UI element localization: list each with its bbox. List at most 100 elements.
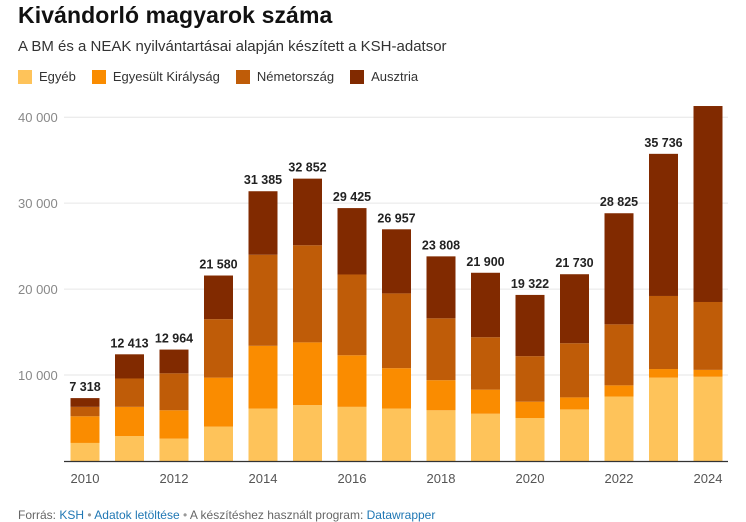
bar-segment xyxy=(426,410,456,461)
bar-segment xyxy=(604,385,634,397)
total-label: 21 580 xyxy=(199,258,237,272)
bar-segment xyxy=(337,406,367,461)
bar-segment xyxy=(248,345,278,409)
x-tick-label: 2016 xyxy=(338,471,367,486)
chart-legend: Egyéb Egyesült Királyság Németország Aus… xyxy=(18,69,434,84)
bar-segment xyxy=(115,354,144,379)
bar-segment xyxy=(604,324,634,386)
legend-swatch-egyeb xyxy=(18,69,32,84)
source-label: Forrás: xyxy=(18,508,57,522)
stacked-bar-chart: 10 000 20 000 30 000 40 000 7 318 12 413 12 96… xyxy=(18,100,728,486)
y-tick-label: 20 000 xyxy=(18,282,58,297)
legend-label-ausztria: Ausztria xyxy=(371,69,419,84)
total-label: 21 730 xyxy=(555,256,593,270)
bar-segment xyxy=(515,401,545,419)
legend-swatch-ausztria xyxy=(350,69,365,84)
legend-item-egyesult-kiralysag: Egyesült Királyság xyxy=(91,69,220,84)
bar-segment xyxy=(649,369,678,378)
bar-segment xyxy=(560,274,589,344)
x-tick-label: 2012 xyxy=(160,471,189,486)
legend-swatch-nemetorszag xyxy=(235,69,250,84)
bar-segment xyxy=(693,106,723,302)
bar-segment xyxy=(471,413,500,461)
bar-segment xyxy=(70,398,100,407)
x-tick-label: 2014 xyxy=(249,471,278,486)
datawrapper-link[interactable]: Datawrapper xyxy=(366,508,436,522)
bar-segment xyxy=(337,355,367,407)
bar-segment xyxy=(70,406,100,417)
y-tick-label: 40 000 xyxy=(18,110,58,125)
bar-segment xyxy=(115,378,144,407)
total-label: 12 413 xyxy=(110,336,148,350)
total-label: 32 852 xyxy=(288,161,326,175)
bar-segment xyxy=(560,409,589,461)
bar-segment xyxy=(115,436,144,461)
x-tick-label: 2020 xyxy=(516,471,545,486)
bar-segment xyxy=(204,275,233,320)
download-data-link[interactable]: Adatok letöltése xyxy=(94,508,180,522)
bar-segment xyxy=(693,376,723,461)
bar-segment xyxy=(382,293,411,369)
bar-segment xyxy=(382,368,411,409)
bar-segment xyxy=(426,318,456,381)
bar-segment xyxy=(70,416,100,443)
tool-label: A készítéshez használt program: xyxy=(189,508,364,522)
footer-separator: • xyxy=(183,508,188,522)
total-label: 41 300 xyxy=(689,100,727,102)
bar-segment xyxy=(382,229,411,294)
total-label: 28 825 xyxy=(600,195,638,209)
bar-segment xyxy=(560,343,589,398)
legend-label-egyesult-kiralysag: Egyesült Királyság xyxy=(112,69,220,84)
bar-segment xyxy=(693,369,723,377)
total-label: 19 322 xyxy=(511,277,549,291)
bar-segment xyxy=(382,408,411,461)
chart-subtitle: A BM és a NEAK nyilvántartásai alapján k… xyxy=(18,38,447,55)
bar-segment xyxy=(159,410,189,439)
bar-segment xyxy=(604,213,634,325)
bar-segment xyxy=(248,254,278,346)
total-label: 7 318 xyxy=(69,380,100,394)
bar-segment xyxy=(248,191,278,255)
x-tick-label: 2024 xyxy=(694,471,723,486)
bar-segment xyxy=(649,295,678,370)
bar-segment xyxy=(515,356,545,402)
chart-title: Kivándorló magyarok száma xyxy=(18,2,333,28)
bar-segment xyxy=(70,442,100,461)
bar-segment xyxy=(159,438,189,461)
legend-item-nemetorszag: Németország xyxy=(235,69,335,84)
total-label: 31 385 xyxy=(244,173,282,187)
x-tick-label: 2018 xyxy=(427,471,456,486)
legend-label-nemetorszag: Németország xyxy=(256,69,335,84)
bar-segment xyxy=(115,406,144,437)
total-label: 23 808 xyxy=(422,238,460,252)
y-tick-label: 10 000 xyxy=(18,368,58,383)
bar-segment xyxy=(649,377,678,461)
footer-separator: • xyxy=(87,508,92,522)
total-label: 26 957 xyxy=(377,211,415,225)
legend-swatch-egyesult-kiralysag xyxy=(91,69,106,84)
total-label: 29 425 xyxy=(333,190,371,204)
bar-segment xyxy=(693,301,723,370)
bar-segment xyxy=(426,256,456,319)
bar-segment xyxy=(293,342,322,406)
bar-segment xyxy=(159,349,189,374)
bar-segment xyxy=(293,245,322,343)
bar-segment xyxy=(604,396,634,461)
bar-segment xyxy=(515,418,545,461)
legend-item-ausztria: Ausztria xyxy=(350,69,418,84)
legend-item-egyeb: Egyéb xyxy=(18,69,76,84)
source-link-ksh[interactable]: KSH xyxy=(59,508,85,522)
bar-segment xyxy=(248,408,278,461)
x-tick-label: 2022 xyxy=(605,471,634,486)
bar-segment xyxy=(204,377,233,427)
legend-label-egyeb: Egyéb xyxy=(39,69,76,84)
bar-segment xyxy=(560,397,589,410)
bar-segment xyxy=(471,389,500,414)
bar-segment xyxy=(204,319,233,378)
bar-segment xyxy=(515,294,545,357)
bar-segment xyxy=(337,208,367,275)
bar-segment xyxy=(649,153,678,296)
bar-segment xyxy=(293,405,322,461)
total-label: 12 964 xyxy=(155,332,193,346)
chart-footer: Forrás: KSH • Adatok letöltése • A készí… xyxy=(18,508,435,522)
